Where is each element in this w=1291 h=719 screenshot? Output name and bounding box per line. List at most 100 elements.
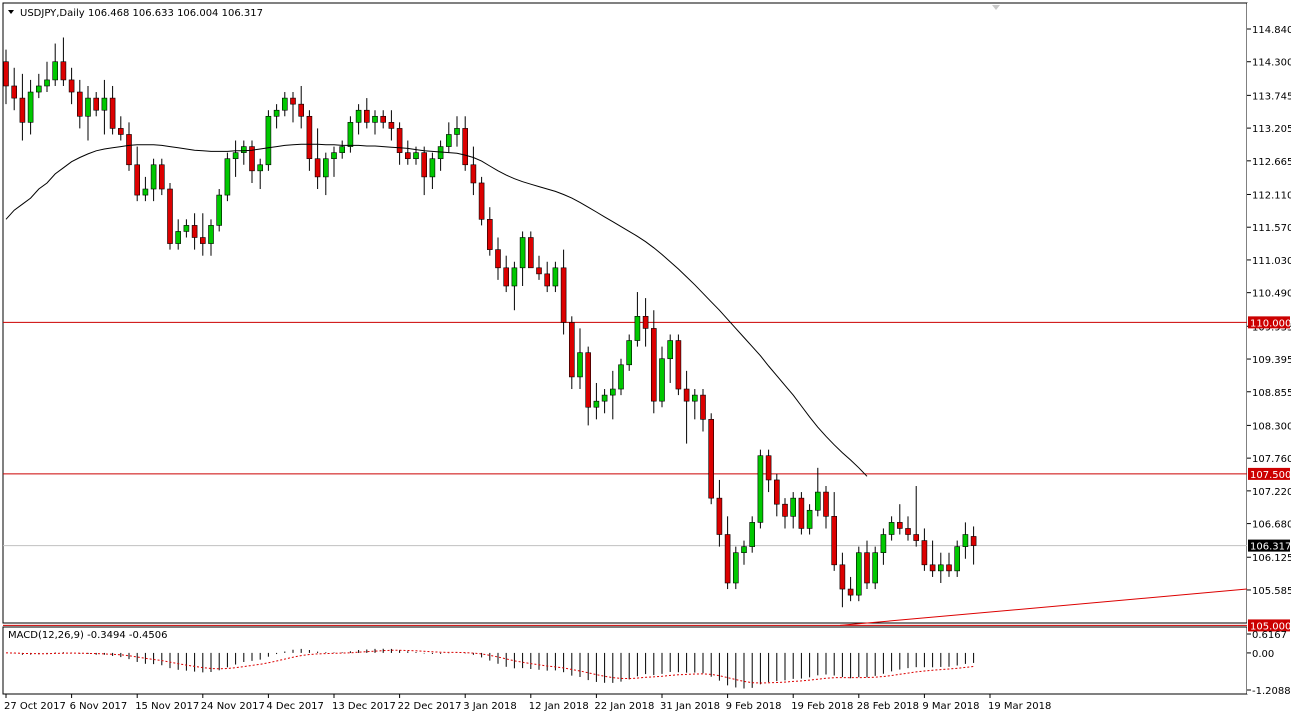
- candle: [101, 79, 108, 135]
- candle: [593, 382, 600, 420]
- candle: [601, 389, 608, 414]
- candle: [683, 370, 690, 444]
- candle: [929, 540, 936, 577]
- candle: [716, 479, 723, 547]
- candle: [831, 492, 838, 571]
- candle: [568, 316, 575, 390]
- candle: [495, 237, 501, 280]
- candle: [52, 43, 59, 86]
- date-tick-label: 24 Nov 2017: [201, 701, 265, 712]
- candle: [839, 552, 846, 608]
- candle: [511, 261, 518, 311]
- price-axis-panel: [1247, 3, 1290, 694]
- candle: [396, 122, 403, 165]
- date-tick-label: 22 Jan 2018: [594, 701, 654, 712]
- candle: [142, 176, 149, 202]
- candle: [864, 540, 870, 590]
- price-tick-label: 106.125: [1252, 553, 1291, 564]
- candle: [159, 158, 165, 196]
- candle: [388, 110, 395, 141]
- date-tick-label: 19 Mar 2018: [988, 701, 1051, 712]
- candle: [314, 128, 321, 190]
- candle: [126, 122, 132, 171]
- candle: [363, 98, 370, 129]
- candle: [183, 219, 190, 238]
- level-badge-1: [1248, 467, 1290, 480]
- candle: [486, 207, 493, 256]
- candle: [790, 492, 797, 529]
- date-tick-label: 22 Dec 2017: [398, 701, 462, 712]
- candle: [659, 346, 665, 408]
- candle: [404, 140, 411, 165]
- candle: [634, 292, 641, 347]
- candle: [503, 255, 510, 293]
- candle: [208, 219, 214, 256]
- candle: [470, 146, 477, 196]
- moving-average-line: [5, 143, 868, 477]
- candle: [732, 546, 739, 590]
- candle: [700, 389, 706, 432]
- price-tick-label: 113.205: [1252, 124, 1291, 135]
- price-tick-label: 114.300: [1252, 58, 1291, 69]
- ohlc-readout: 106.468 106.633 106.004 106.317: [88, 8, 263, 19]
- price-tick-label: 112.110: [1252, 190, 1291, 201]
- candle: [355, 104, 362, 135]
- candle: [224, 152, 231, 202]
- candle: [167, 182, 173, 250]
- candle: [880, 528, 887, 565]
- date-tick-label: 15 Nov 2017: [135, 701, 199, 712]
- date-tick-label: 28 Feb 2018: [857, 701, 919, 712]
- candle: [905, 516, 911, 541]
- candle: [339, 140, 346, 159]
- candle: [265, 110, 272, 171]
- candle: [675, 334, 682, 396]
- candle: [618, 358, 624, 396]
- price-tick-label: 107.760: [1252, 454, 1291, 465]
- candle: [954, 540, 961, 577]
- current-price-label: 106.317: [1250, 542, 1291, 553]
- candle: [741, 540, 747, 565]
- candle: [60, 37, 67, 86]
- current-price-badge: [1248, 539, 1290, 552]
- price-tick-label: 109.395: [1252, 355, 1291, 366]
- candle: [35, 73, 42, 99]
- chart-shift-marker-icon[interactable]: [992, 5, 1000, 10]
- candle: [937, 552, 944, 583]
- candle: [888, 516, 895, 541]
- date-tick-label: 19 Feb 2018: [791, 701, 853, 712]
- candle: [216, 189, 222, 232]
- date-tick-label: 9 Mar 2018: [922, 701, 979, 712]
- candle: [150, 158, 157, 202]
- candle: [273, 104, 280, 129]
- candle: [347, 116, 354, 153]
- candle: [109, 85, 116, 135]
- candle: [536, 255, 542, 280]
- candle: [757, 449, 764, 529]
- candle: [200, 213, 206, 256]
- date-axis-ticks: 27 Oct 2017 6 Nov 2017 15 Nov 2017 24 Nov 2…: [4, 694, 1051, 712]
- indicator-plot-frame: [2, 626, 1248, 695]
- date-tick-label: 13 Dec 2017: [332, 701, 396, 712]
- candle: [609, 370, 616, 420]
- candle: [3, 49, 9, 105]
- candle: [257, 158, 264, 190]
- candle: [77, 79, 83, 129]
- candle: [749, 516, 756, 553]
- candle: [281, 92, 288, 117]
- candle: [626, 334, 633, 371]
- candle: [552, 261, 559, 293]
- date-tick-label: 9 Feb 2018: [726, 701, 782, 712]
- candle: [806, 504, 813, 535]
- candle: [823, 486, 829, 529]
- symbol-title: USDJPY,Daily: [20, 8, 85, 19]
- chart-menu-triangle-icon[interactable]: [8, 10, 14, 14]
- candle: [298, 85, 305, 129]
- candle: [962, 522, 969, 559]
- candle: [946, 552, 952, 577]
- candle: [11, 67, 17, 111]
- support-trendline[interactable]: [839, 588, 1248, 626]
- candle: [306, 110, 313, 171]
- date-tick-label: 6 Nov 2017: [70, 701, 128, 712]
- candle: [708, 413, 715, 505]
